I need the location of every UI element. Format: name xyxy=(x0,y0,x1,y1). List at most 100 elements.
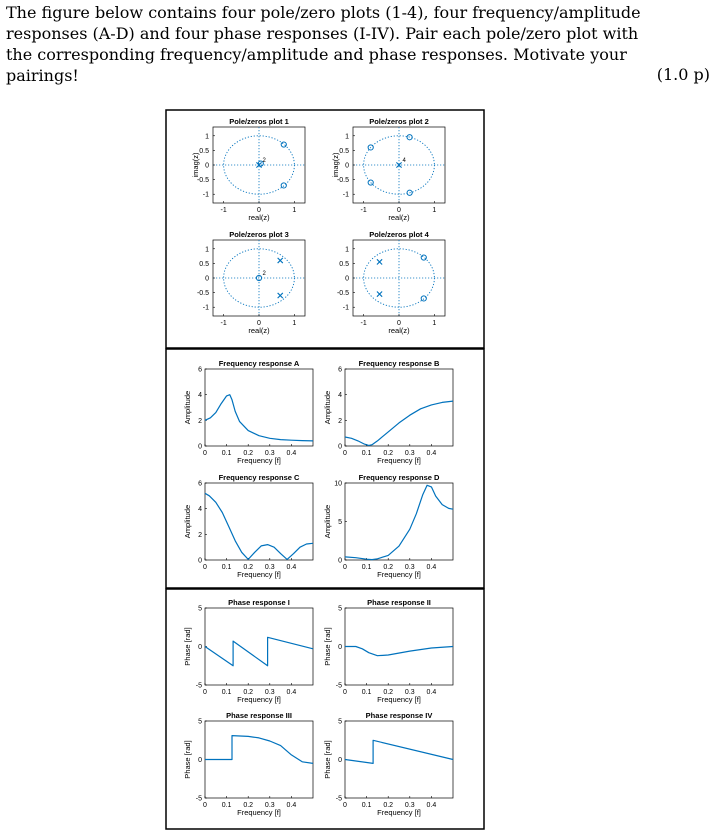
y-axis-label: Phase [rad] xyxy=(183,627,192,665)
y-tick-label: 0 xyxy=(198,644,202,651)
y-axis-label: Phase [rad] xyxy=(323,740,332,778)
plot-frame xyxy=(344,482,454,561)
y-tick-label: 6 xyxy=(198,367,202,374)
x-axis-label: Frequency [f] xyxy=(377,570,421,579)
x-tick-label: 0.2 xyxy=(243,450,253,457)
y-tick-label: 5 xyxy=(198,606,202,613)
y-tick-label: 5 xyxy=(338,606,342,613)
pole-marker xyxy=(256,162,262,168)
pole-marker xyxy=(277,257,284,264)
x-tick-label: 0.4 xyxy=(427,450,437,457)
x-tick-label: 1 xyxy=(432,207,436,214)
x-tick-label: 0.4 xyxy=(427,689,437,696)
y-axis-label: Amplitude xyxy=(183,391,192,424)
multiplicity-label: 4 xyxy=(403,158,407,164)
series-line xyxy=(205,735,314,764)
plot-frame xyxy=(204,607,314,686)
chart-2: -1 0 1 1 0.5 0 -0.5 -1 4 Pole/zeros plot 2 real(z)… xyxy=(331,117,446,222)
y-tick-label: -0.5 xyxy=(197,177,209,184)
pole-marker xyxy=(396,162,402,168)
plot-frame xyxy=(204,368,314,447)
y-tick-label: 0.5 xyxy=(199,148,209,155)
chart-title: Frequency response C xyxy=(219,473,300,482)
zero-marker xyxy=(406,189,413,196)
y-tick-label: 0 xyxy=(205,276,209,283)
chart-title: Pole/zeros plot 2 xyxy=(369,117,429,126)
x-tick-label: 0.1 xyxy=(222,802,232,809)
chart-title: Pole/zeros plot 1 xyxy=(229,117,289,126)
x-tick-label: 0.3 xyxy=(265,802,275,809)
y-tick-label: 1 xyxy=(345,246,349,253)
chart-title: Pole/zeros plot 3 xyxy=(229,230,289,239)
x-tick-label: 0 xyxy=(343,689,347,696)
x-axis-label: Frequency [f] xyxy=(237,808,281,817)
y-axis-label: Amplitude xyxy=(183,505,192,538)
series-line xyxy=(344,400,454,446)
x-tick-label: -1 xyxy=(360,207,366,214)
x-tick-label: 0.2 xyxy=(243,802,253,809)
y-tick-label: -5 xyxy=(196,796,202,803)
y-tick-label: -1 xyxy=(343,305,349,312)
y-tick-label: 6 xyxy=(338,367,342,374)
y-tick-label: 4 xyxy=(198,506,202,513)
x-tick-label: 0.2 xyxy=(383,564,393,571)
x-tick-label: 1 xyxy=(292,207,296,214)
x-tick-label: 0.1 xyxy=(222,564,232,571)
x-axis-label: Frequency [f] xyxy=(237,570,281,579)
y-tick-label: 2 xyxy=(198,418,202,425)
x-axis-label: Frequency [f] xyxy=(237,695,281,704)
y-tick-label: -0.5 xyxy=(337,290,349,297)
x-tick-label: -1 xyxy=(220,207,226,214)
y-tick-label: 5 xyxy=(338,519,342,526)
y-tick-label: 10 xyxy=(334,481,342,488)
panel-pole-zero xyxy=(165,109,485,349)
x-tick-label: 0 xyxy=(397,320,401,327)
x-tick-label: 0 xyxy=(203,802,207,809)
y-axis-label: Amplitude xyxy=(323,505,332,538)
panel-frequency xyxy=(165,348,485,589)
x-tick-label: 0.1 xyxy=(362,802,372,809)
x-tick-label: 0 xyxy=(203,450,207,457)
x-tick-label: 0.2 xyxy=(383,802,393,809)
y-tick-label: 1 xyxy=(345,133,349,140)
x-tick-label: 0 xyxy=(203,564,207,571)
chart-7: 0 0.1 0.2 0.3 0.4 6 4 2 0 Frequency response C Fre… xyxy=(183,473,314,579)
y-tick-label: 0 xyxy=(198,558,202,565)
chart-title: Pole/zeros plot 4 xyxy=(369,230,429,239)
plot-frame xyxy=(344,607,454,686)
y-tick-label: 5 xyxy=(338,719,342,726)
y-tick-label: -1 xyxy=(203,305,209,312)
x-tick-label: 0.3 xyxy=(265,450,275,457)
y-tick-label: 0.5 xyxy=(339,261,349,268)
chart-title: Frequency response B xyxy=(359,359,440,368)
y-tick-label: 0 xyxy=(345,276,349,283)
zero-marker xyxy=(406,134,413,141)
x-axis-label: real(z) xyxy=(248,326,270,335)
x-tick-label: 0.1 xyxy=(362,450,372,457)
x-tick-label: -1 xyxy=(360,320,366,327)
series-line xyxy=(204,636,314,667)
zero-marker xyxy=(420,295,427,302)
x-tick-label: 0.3 xyxy=(405,802,415,809)
y-tick-label: -5 xyxy=(336,683,342,690)
x-tick-label: 0.2 xyxy=(243,564,253,571)
x-tick-label: 0.3 xyxy=(265,564,275,571)
x-tick-label: 0 xyxy=(343,802,347,809)
y-tick-label: 2 xyxy=(338,418,342,425)
x-tick-label: -1 xyxy=(220,320,226,327)
y-tick-label: 6 xyxy=(198,481,202,488)
x-tick-label: 0.4 xyxy=(287,802,297,809)
y-tick-label: 0 xyxy=(345,163,349,170)
chart-5: 0 0.1 0.2 0.3 0.4 6 4 2 0 Frequency response A Fre… xyxy=(183,359,314,465)
x-tick-label: 0.4 xyxy=(287,689,297,696)
chart-title: Phase response IV xyxy=(366,711,433,720)
chart-6: 0 0.1 0.2 0.3 0.4 6 4 2 0 Frequency response B Fre… xyxy=(323,359,454,465)
plot-frame xyxy=(344,368,454,447)
points-label: (1.0 p) xyxy=(656,65,710,84)
y-tick-label: 4 xyxy=(338,392,342,399)
y-tick-label: 0.5 xyxy=(199,261,209,268)
y-tick-label: 1 xyxy=(205,133,209,140)
x-tick-label: 0.2 xyxy=(383,689,393,696)
x-tick-label: 0.2 xyxy=(243,689,253,696)
y-tick-label: 0.5 xyxy=(339,148,349,155)
